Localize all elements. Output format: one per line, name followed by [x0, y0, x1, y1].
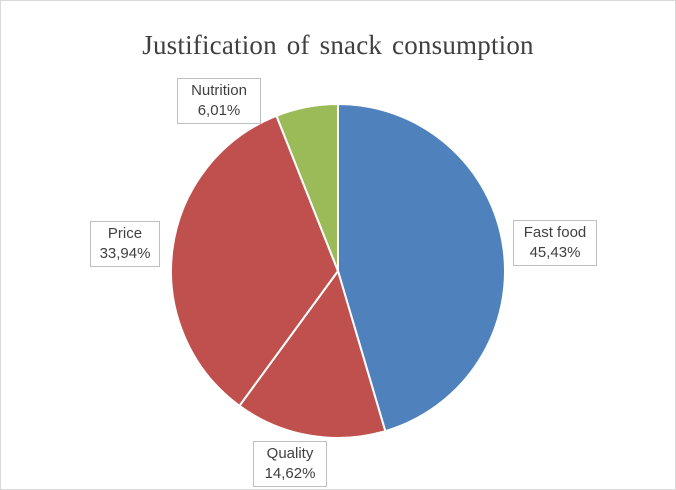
pie-slices [170, 103, 506, 439]
data-label-category: Fast food [523, 224, 587, 241]
data-label-category: Price [107, 225, 143, 242]
data-label-quality: Quality 14,62% [253, 441, 327, 487]
data-label-fast-food: Fast food 45,43% [513, 220, 597, 266]
data-label-value: 33,94% [99, 245, 151, 262]
data-label-category: Quality [266, 445, 314, 462]
pie-slice-nutrition [275, 103, 339, 272]
data-label-category: Nutrition [191, 82, 247, 99]
pie-slice-price [170, 114, 339, 407]
data-label-value: 6,01% [197, 102, 241, 119]
data-label-nutrition: Nutrition 6,01% [177, 78, 261, 124]
data-label-value: 45,43% [529, 244, 581, 261]
data-label-price: Price 33,94% [90, 221, 160, 267]
data-label-value: 14,62% [264, 465, 316, 482]
chart-title: Justification of snack consumption [142, 30, 534, 60]
pie-slice-fast-food [337, 103, 506, 433]
pie-slice-quality [238, 270, 387, 439]
